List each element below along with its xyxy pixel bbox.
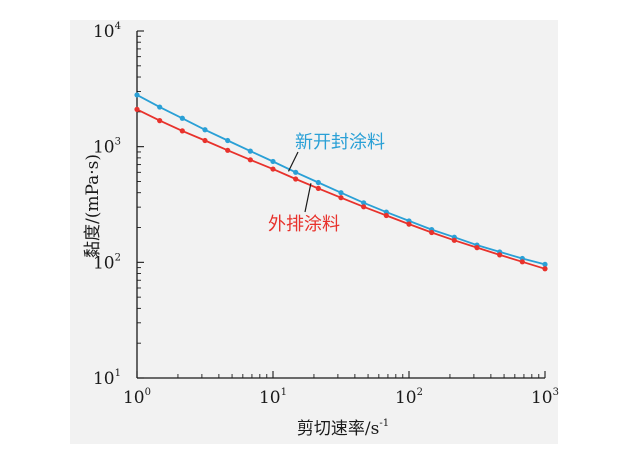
data-point — [270, 166, 276, 172]
x-axis-title-exponent: -1 — [379, 418, 389, 429]
x-tick-exponent: 2 — [417, 387, 423, 398]
data-point — [474, 245, 480, 251]
x-tick-exponent: 3 — [553, 387, 559, 398]
data-point — [134, 92, 140, 98]
x-tick-exponent: 1 — [281, 387, 287, 398]
y-tick-base: 10 — [93, 253, 115, 273]
data-point — [542, 261, 548, 267]
data-point — [247, 148, 253, 154]
series-discharged-coating — [134, 106, 548, 272]
x-axis-title: 剪切速率/s-1 — [297, 418, 389, 439]
data-point — [202, 127, 208, 133]
data-point — [293, 176, 299, 182]
data-point — [134, 106, 140, 112]
y-tick-label: 101 — [93, 368, 121, 389]
x-tick-label: 103 — [531, 387, 559, 408]
data-point — [429, 229, 435, 236]
data-point — [157, 104, 163, 110]
data-point — [157, 118, 163, 124]
y-tick-exponent: 4 — [115, 21, 121, 32]
y-tick-label: 102 — [93, 252, 121, 273]
y-tick-exponent: 2 — [115, 252, 121, 263]
data-point — [225, 147, 231, 153]
x-tick-label: 101 — [259, 387, 287, 408]
data-point — [247, 157, 253, 163]
data-point — [451, 237, 457, 243]
data-series — [134, 92, 548, 272]
data-point — [179, 115, 185, 121]
data-point — [361, 200, 367, 206]
y-tick-base: 10 — [93, 138, 115, 158]
data-point — [338, 190, 344, 196]
y-tick-base: 10 — [93, 22, 115, 42]
x-tick-label: 100 — [123, 387, 151, 408]
axes — [136, 31, 545, 379]
y-tick-label: 104 — [93, 21, 121, 42]
y-tick-exponent: 1 — [115, 368, 121, 379]
annotation-discharged-coating: 外排涂料 — [268, 214, 340, 235]
data-point — [202, 137, 208, 144]
x-tick-base: 10 — [123, 388, 145, 408]
annotation-unopened-coating: 新开封涂料 — [295, 132, 385, 153]
x-tick-base: 10 — [531, 388, 553, 408]
data-point — [383, 212, 389, 219]
y-tick-exponent: 3 — [115, 137, 121, 148]
annotation-leader-unopened — [287, 151, 299, 172]
x-tick-label: 102 — [395, 387, 423, 408]
data-point — [497, 252, 503, 258]
y-axis-title: 黏度/(mPa·s) — [83, 154, 103, 258]
data-point — [179, 128, 185, 134]
data-point — [406, 221, 412, 227]
y-tick-label: 103 — [93, 137, 121, 158]
x-axis-title-text: 剪切速率/s — [297, 419, 379, 439]
data-point — [542, 266, 548, 272]
x-tick-base: 10 — [259, 388, 281, 408]
annotation-leader-discharged — [304, 183, 312, 213]
chart-panel — [70, 20, 558, 444]
axis-titles: 剪切速率/s-1 黏度/(mPa·s) — [83, 154, 389, 439]
data-point — [315, 179, 321, 186]
data-point — [270, 158, 276, 165]
data-point — [315, 185, 321, 191]
x-tick-base: 10 — [395, 388, 417, 408]
data-point — [225, 137, 231, 144]
data-point — [293, 169, 299, 175]
data-point — [338, 195, 344, 201]
data-point — [361, 204, 367, 210]
y-tick-base: 10 — [93, 369, 115, 389]
x-tick-exponent: 0 — [145, 387, 151, 398]
data-point — [519, 259, 525, 265]
